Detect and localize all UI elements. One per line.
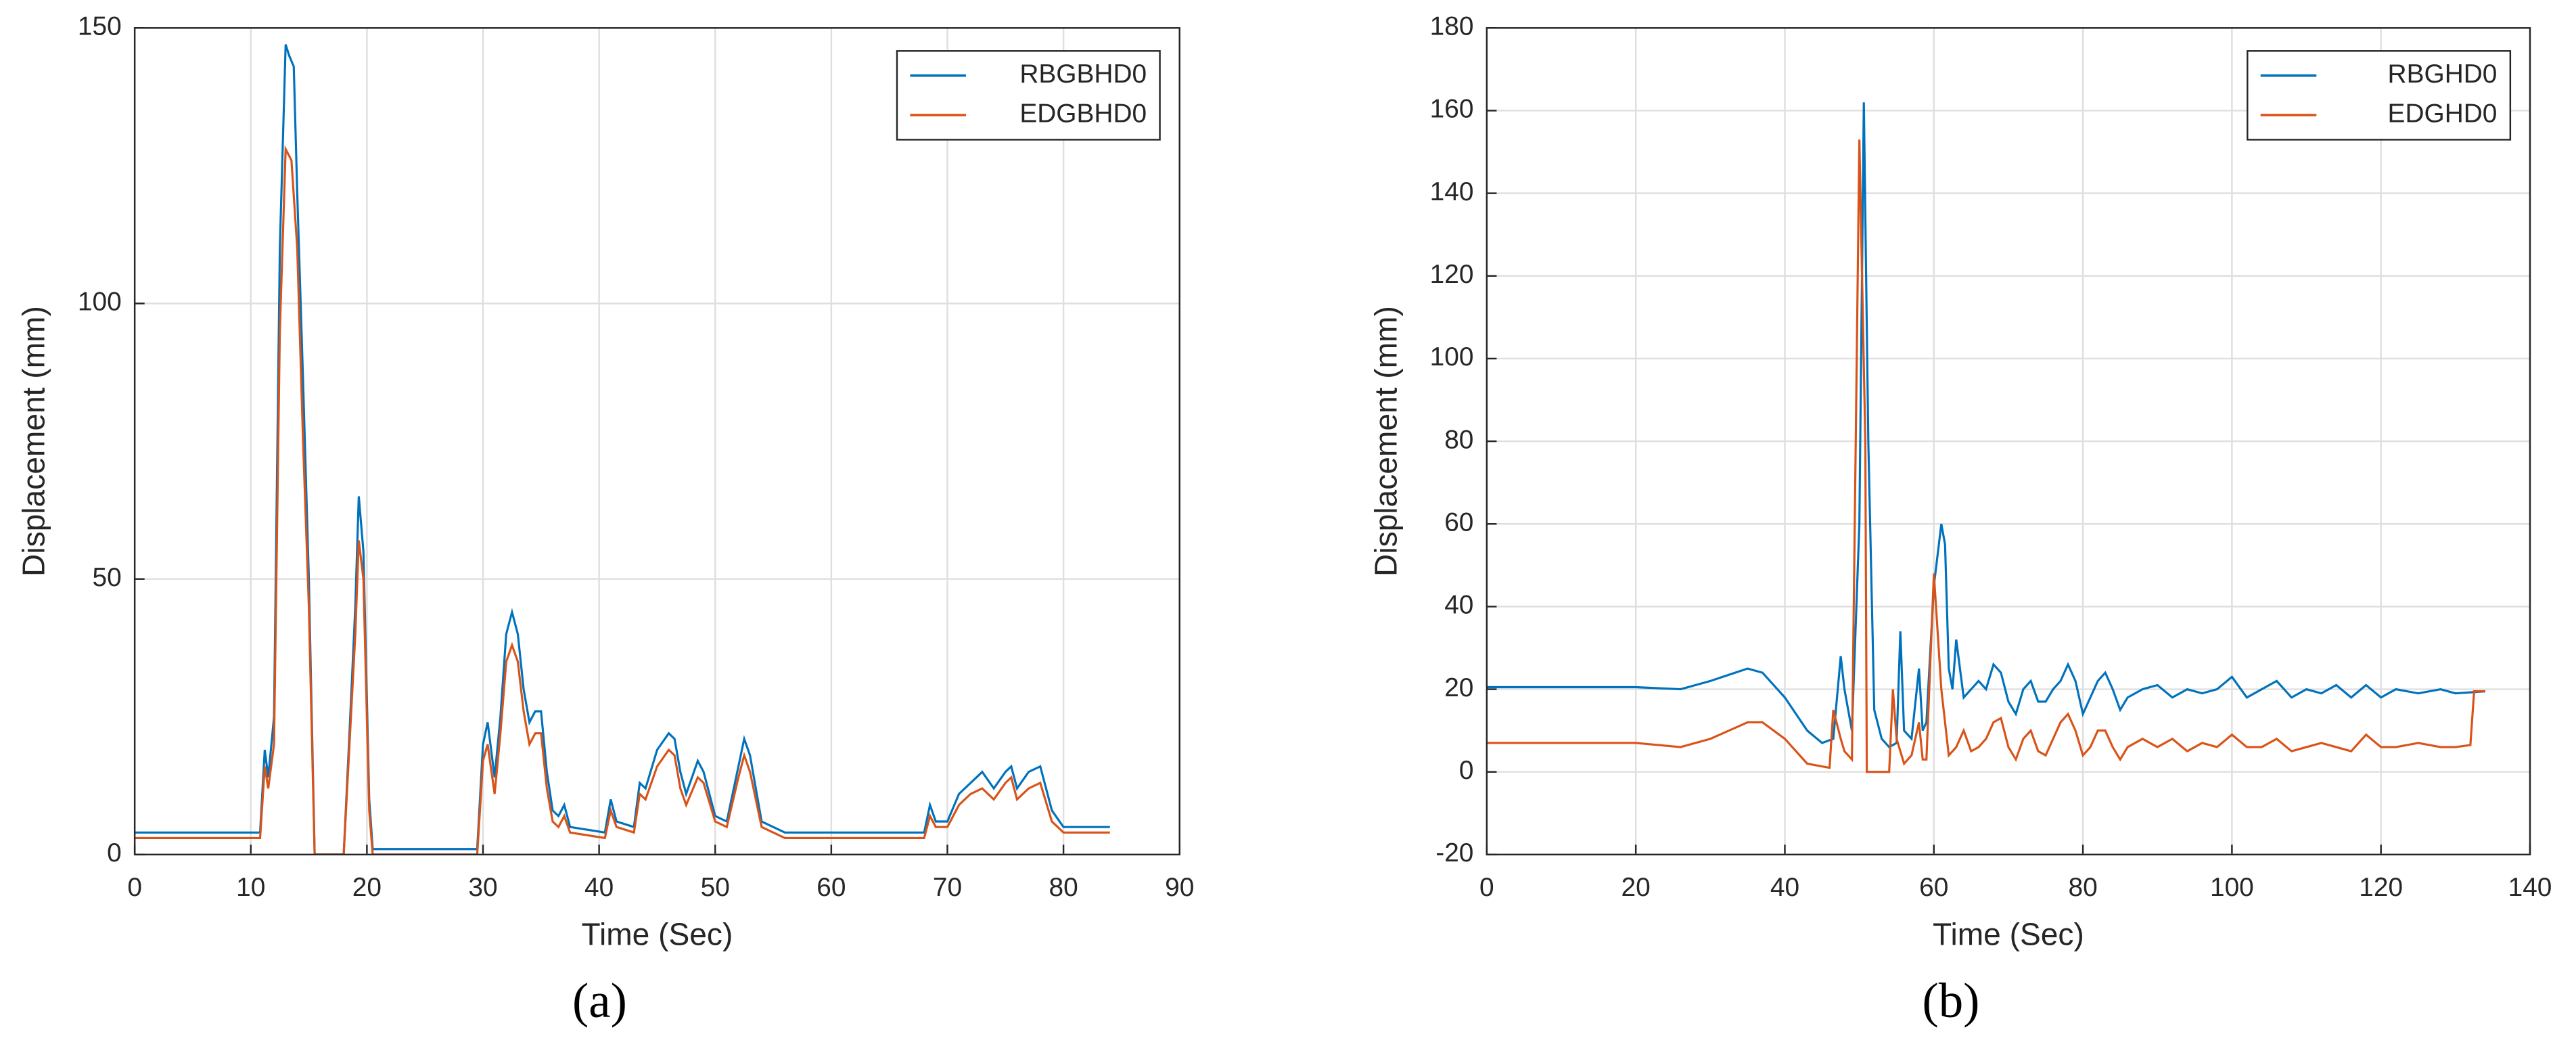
y-tick-label: 160 [1430, 95, 1474, 124]
y-tick-label: 60 [1444, 508, 1473, 537]
x-tick-label: 70 [933, 873, 962, 902]
caption: (a) [572, 973, 627, 1028]
x-tick-label: 80 [1049, 873, 1078, 902]
x-tick-label: 20 [352, 873, 382, 902]
plot-area [135, 28, 1180, 855]
y-tick-label: 100 [78, 288, 122, 317]
y-tick-label: 0 [1459, 756, 1474, 785]
data-line [1486, 139, 2485, 773]
y-tick-label: 120 [1430, 260, 1474, 289]
y-tick-label: 100 [1430, 342, 1474, 371]
y-tick-label: 150 [78, 12, 122, 41]
x-tick-label: 0 [127, 873, 142, 902]
x-axis-label: Time (Sec) [1933, 916, 2084, 951]
x-tick-label: 40 [1770, 873, 1799, 902]
y-tick-label: 20 [1444, 673, 1473, 702]
y-tick-label: 0 [107, 838, 122, 868]
x-tick-label: 40 [584, 873, 614, 902]
y-tick-label: 180 [1430, 12, 1474, 41]
x-axis-label: Time (Sec) [582, 916, 733, 951]
x-tick-label: 120 [2359, 873, 2403, 902]
x-tick-label: 50 [701, 873, 730, 902]
y-tick-label: 50 [92, 563, 121, 592]
legend-label: EDGHD0 [2388, 99, 2498, 128]
x-tick-label: 90 [1165, 873, 1194, 902]
x-tick-label: 140 [2508, 873, 2552, 902]
x-tick-label: 0 [1479, 873, 1494, 902]
y-axis-label: Displacement (mm) [1368, 306, 1403, 577]
legend-label: RBGHD0 [2388, 60, 2498, 89]
y-tick-label: 40 [1444, 591, 1473, 620]
x-tick-label: 100 [2210, 873, 2254, 902]
y-tick-label: 80 [1444, 425, 1473, 454]
legend-label: EDGBHD0 [1019, 99, 1147, 128]
y-axis-label: Displacement (mm) [16, 306, 51, 577]
legend-box [2247, 50, 2512, 141]
x-tick-label: 20 [1622, 873, 1651, 902]
y-tick-label: -20 [1435, 838, 1473, 868]
x-tick-label: 60 [1919, 873, 1948, 902]
legend-box [896, 50, 1161, 141]
data-line [135, 44, 1110, 855]
x-tick-label: 30 [468, 873, 497, 902]
x-tick-label: 60 [816, 873, 846, 902]
legend-label: RBGBHD0 [1019, 60, 1147, 89]
y-tick-label: 140 [1430, 177, 1474, 206]
data-line [1486, 102, 2486, 749]
data-line [135, 145, 1110, 855]
x-tick-label: 10 [236, 873, 265, 902]
axes-box [133, 27, 1180, 856]
x-tick-label: 80 [2068, 873, 2097, 902]
axes-box [1486, 27, 2531, 856]
caption: (b) [1922, 973, 1979, 1028]
